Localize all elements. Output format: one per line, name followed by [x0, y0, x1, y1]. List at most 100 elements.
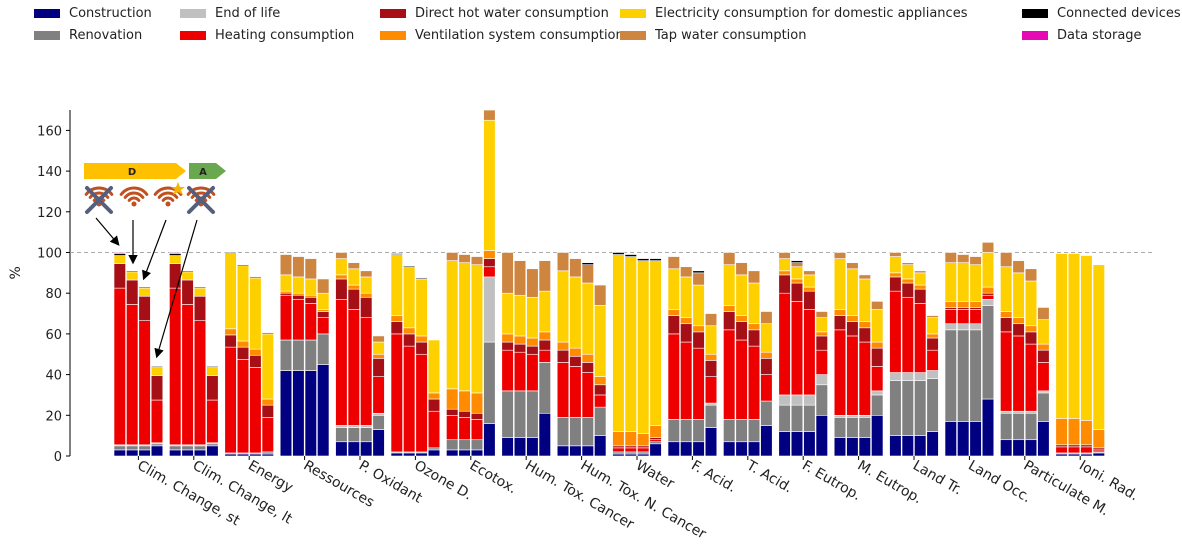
bar-segment — [790, 262, 804, 268]
cross-icon — [85, 186, 113, 214]
bar-segment — [871, 366, 884, 392]
bar-segment — [926, 370, 939, 379]
bar-segment — [790, 394, 804, 406]
bar-segment — [612, 445, 625, 449]
bar-segment — [335, 278, 348, 300]
bar-segment — [858, 278, 871, 322]
bar-segment — [538, 349, 551, 363]
bar-segment — [113, 445, 126, 451]
bar-segment — [169, 255, 182, 264]
x-tick-label: Clim. Change, lt — [190, 458, 295, 528]
bar-segment — [458, 390, 471, 412]
bar-segment — [871, 394, 884, 416]
bar-segment — [150, 443, 164, 447]
bar-segment — [347, 309, 360, 426]
bar-segment — [1067, 453, 1081, 457]
bar-segment — [803, 431, 816, 457]
bar-segment — [760, 425, 773, 457]
bar-segment — [723, 441, 736, 457]
bar-segment — [181, 449, 194, 457]
bar-segment — [335, 252, 348, 259]
bar-segment — [704, 404, 718, 428]
bar-segment — [360, 270, 373, 278]
energy-label-a-text: A — [199, 167, 207, 178]
bar-segment — [815, 335, 828, 351]
bar-segment — [778, 258, 791, 272]
bar-segment — [692, 419, 705, 443]
bar-segment — [347, 268, 360, 286]
bar-segment — [224, 252, 237, 254]
bar-segment — [360, 276, 373, 294]
bar-segment — [969, 256, 982, 266]
bar-segment — [569, 276, 582, 349]
bar-segment — [815, 317, 828, 333]
bar-segment — [446, 252, 459, 261]
bar-segment — [126, 445, 139, 451]
bar-segment — [889, 435, 902, 457]
bar-segment — [747, 323, 761, 331]
bar-segment — [249, 453, 262, 457]
bar-segment — [181, 270, 194, 273]
bar-segment — [569, 366, 582, 418]
bar-segment — [846, 335, 859, 416]
bar-segment — [292, 294, 305, 300]
bar-segment — [957, 254, 970, 263]
bar-segment — [347, 427, 360, 443]
bar-segment — [1067, 253, 1081, 419]
bar-segment — [926, 431, 939, 457]
bar-segment — [304, 370, 317, 457]
bar-segment — [427, 392, 441, 400]
bar-segment — [390, 452, 403, 457]
bar-segment — [224, 346, 237, 454]
bar-segment — [138, 295, 151, 321]
bar-segment — [193, 449, 207, 457]
bar-segment — [403, 265, 416, 268]
bar-segment — [150, 367, 164, 376]
legend-item: Tap water consumption — [620, 28, 806, 43]
bar-segment — [206, 366, 219, 368]
bar-segment — [649, 437, 662, 441]
bar-segment — [292, 370, 305, 457]
bar-segment — [723, 264, 736, 306]
bar-segment — [624, 453, 637, 457]
legend-label: Connected devices — [1057, 6, 1181, 21]
bar-segment — [649, 258, 662, 261]
bar-segment — [692, 331, 705, 349]
bar-segment — [889, 290, 902, 373]
legend-item: Connected devices — [1022, 6, 1181, 21]
bar-segment — [483, 250, 496, 259]
bar-segment — [1037, 349, 1050, 363]
bar-segment — [969, 421, 982, 457]
bar-segment — [1000, 311, 1013, 318]
bar-segment — [249, 348, 262, 356]
bar-segment — [723, 311, 736, 331]
bar-segment — [446, 414, 459, 441]
bar-segment — [446, 260, 459, 390]
wifi-icon — [119, 186, 149, 207]
bar-segment — [1067, 446, 1081, 454]
bar-segment — [969, 329, 982, 422]
legend-label: Electricity consumption for domestic app… — [655, 6, 968, 21]
bar-segment — [901, 264, 914, 280]
bar-segment — [335, 425, 348, 428]
bar-segment — [446, 449, 459, 457]
y-tick-label: 120 — [37, 206, 62, 221]
bar-segment — [803, 274, 816, 288]
bar-segment — [372, 412, 385, 416]
bar-segment — [556, 349, 570, 363]
legend-swatch — [1022, 31, 1048, 40]
bar-segment — [261, 404, 274, 418]
bar-segment — [1024, 343, 1038, 412]
bar-segment — [1092, 449, 1105, 453]
bar-segment — [667, 333, 680, 420]
bar-segment — [760, 374, 773, 402]
bar-segment — [113, 449, 126, 457]
bar-segment — [427, 449, 441, 457]
bar-segment — [415, 335, 428, 343]
bar-segment — [236, 346, 250, 360]
bar-segment — [981, 299, 995, 306]
bar-segment — [624, 254, 637, 257]
bar-segment — [236, 340, 250, 348]
bar-segment — [846, 437, 859, 457]
legend-swatch — [180, 9, 206, 18]
